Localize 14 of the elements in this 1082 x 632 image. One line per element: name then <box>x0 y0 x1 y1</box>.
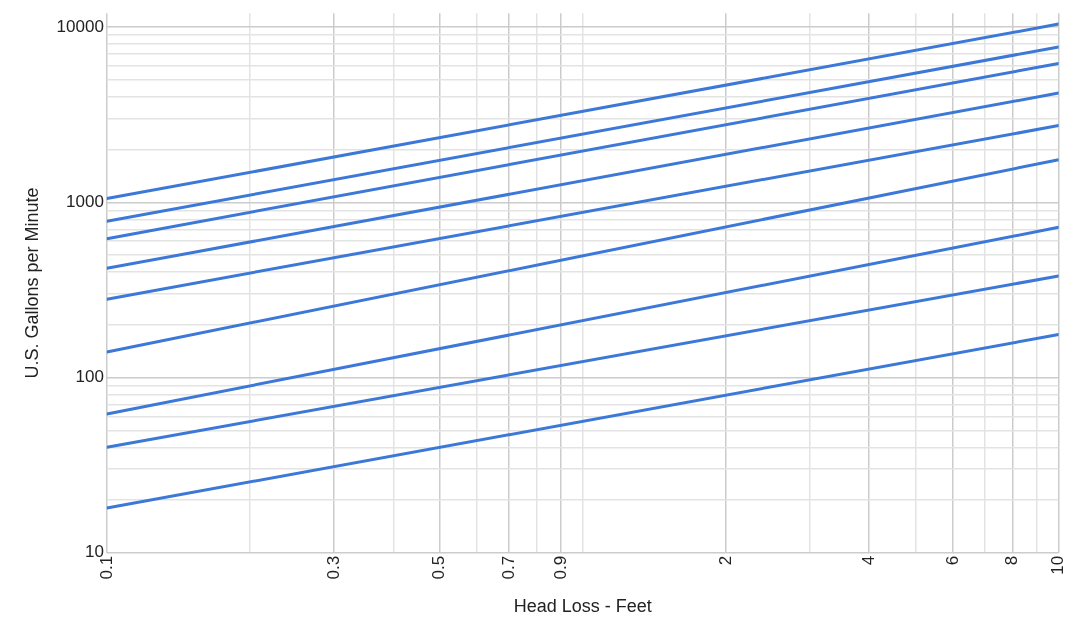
x-tick-label: 0.9 <box>550 555 570 580</box>
y-tick-label: 1000 <box>66 191 104 211</box>
x-tick-label: 8 <box>1002 555 1022 566</box>
y-tick-label: 10000 <box>56 16 104 36</box>
x-tick-label: 6 <box>942 555 962 566</box>
y-tick-label: 100 <box>75 367 104 387</box>
x-tick-label: 0.7 <box>498 555 518 580</box>
x-tick-label: 0.3 <box>323 555 343 580</box>
x-tick-label: 0.5 <box>429 555 449 580</box>
x-axis-title: Head Loss - Feet <box>513 596 652 617</box>
x-tick-label: 10 <box>1048 555 1068 575</box>
x-tick-label: 4 <box>858 555 878 566</box>
x-tick-label: 2 <box>715 555 735 566</box>
y-axis-title: U.S. Gallons per Minute <box>21 187 42 379</box>
